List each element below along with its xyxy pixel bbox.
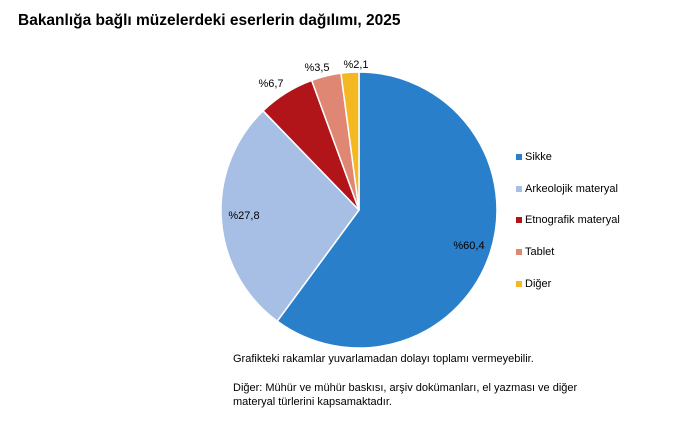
legend-label: Tablet (525, 245, 555, 258)
other-category-note: Diğer: Mühür ve mühür baskısı, arşiv dok… (233, 381, 577, 409)
rounding-note: Grafikteki rakamlar yuvarlamadan dolayı … (233, 353, 534, 365)
legend-label: Diğer (525, 277, 552, 290)
legend-swatch (516, 280, 522, 287)
legend-label: Etnografik materyal (525, 214, 620, 227)
pie-slice-sikke (276, 71, 498, 349)
legend-label: Sikke (525, 150, 552, 163)
legend-label: Arkeolojik materyal (525, 182, 618, 195)
legend-item-tablet: Tablet (516, 236, 620, 268)
legend-item-diger: Diğer (516, 268, 620, 300)
other-category-note-line-1: Diğer: Mühür ve mühür baskısı, arşiv dok… (233, 382, 578, 394)
data-label-tablet: %3,5 (304, 62, 329, 74)
data-label-arkeolojik-materyal: %27,8 (228, 210, 259, 222)
other-category-note-line-2: materyal türlerini kapsamaktadır. (233, 396, 392, 408)
legend-swatch (516, 248, 522, 255)
legend-item-arkeolojik-materyal: Arkeolojik materyal (516, 173, 620, 205)
data-label-etnografik-materyal: %6,7 (258, 78, 283, 90)
legend: Sikke Arkeolojik materyal Etnografik mater… (516, 141, 620, 299)
legend-swatch (516, 153, 522, 160)
data-label-sikke: %60,4 (453, 240, 484, 252)
pie-slice-arkeolojik-materyal (220, 109, 360, 323)
legend-item-sikke: Sikke (516, 141, 620, 173)
data-label-diger: %2,1 (343, 59, 368, 71)
pie-slice-diger (340, 71, 360, 211)
legend-item-etnografik-materyal: Etnografik materyal (516, 204, 620, 236)
legend-swatch (516, 185, 522, 192)
chart-title: Bakanlığa bağlı müzelerdeki eserlerin da… (18, 12, 401, 29)
legend-swatch (516, 217, 522, 224)
